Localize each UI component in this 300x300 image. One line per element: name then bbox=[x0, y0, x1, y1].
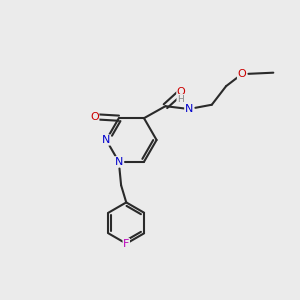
Text: O: O bbox=[238, 69, 246, 79]
Text: H: H bbox=[177, 94, 184, 103]
Text: O: O bbox=[177, 87, 186, 97]
Text: N: N bbox=[185, 104, 193, 114]
Text: N: N bbox=[115, 157, 123, 167]
Text: N: N bbox=[102, 135, 110, 145]
Text: O: O bbox=[90, 112, 99, 122]
Text: F: F bbox=[123, 238, 129, 249]
